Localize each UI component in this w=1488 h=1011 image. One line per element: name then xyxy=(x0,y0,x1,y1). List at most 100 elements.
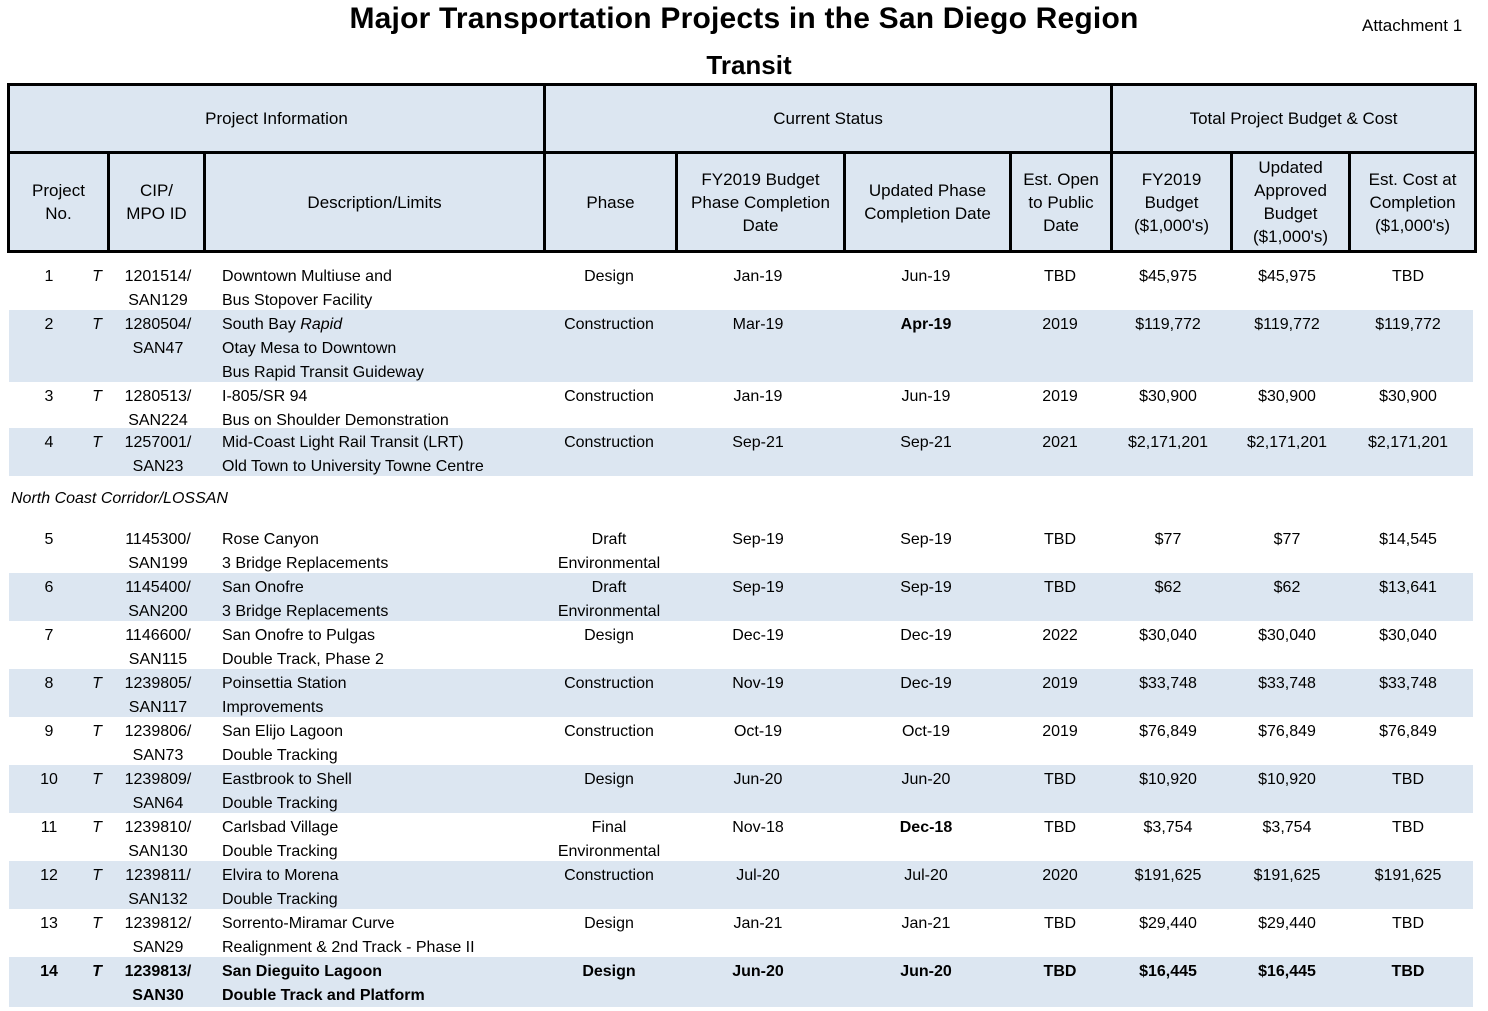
column-header-line: CIP/ xyxy=(139,181,174,200)
column-header-description-limits: Description/Limits xyxy=(204,151,546,253)
description-text: Improvements xyxy=(222,699,324,716)
description-line: Mid-Coast Light Rail Transit (LRT) xyxy=(222,431,542,455)
project-number: 5 xyxy=(44,531,54,548)
description-text: Old Town to University Towne Centre xyxy=(222,458,484,475)
updated-completion-date: Jun-19 xyxy=(901,388,951,405)
fy2019-budget: $76,849 xyxy=(1139,723,1197,740)
column-header-line: ($1,000's) xyxy=(1253,227,1329,246)
table-row: 14 T 1239813/SAN30 San Dieguito Lagoon Doubl… xyxy=(9,957,1473,1007)
updated-approved-budget: $191,625 xyxy=(1253,867,1321,884)
description-line: San Dieguito Lagoon xyxy=(222,960,542,984)
description-text: Otay Mesa to Downtown xyxy=(222,340,397,357)
cip-line: SAN132 xyxy=(128,891,188,908)
fy2019-budget: $30,900 xyxy=(1139,388,1197,405)
description-line: Double Tracking xyxy=(222,792,542,816)
fy2019-completion-date: Dec-19 xyxy=(732,627,784,644)
column-header-est-cost-at-completion: Est. Cost at Completion ($1,000's) xyxy=(1348,151,1478,253)
column-header-project-no: Project No. xyxy=(7,151,110,253)
description-line: Carlsbad Village xyxy=(222,816,542,840)
table-row: 12 T 1239811/SAN132 Elvira to Morena Double … xyxy=(9,861,1473,909)
transit-flag: T xyxy=(92,434,102,451)
transit-flag: T xyxy=(92,675,102,692)
cip-line: 1280504/ xyxy=(124,316,192,333)
fy2019-budget: $3,754 xyxy=(1143,819,1193,836)
description-line: Sorrento-Miramar Curve xyxy=(222,912,542,936)
est-cost-at-completion: $76,849 xyxy=(1379,723,1437,740)
page-title: Major Transportation Projects in the San… xyxy=(349,2,1139,35)
updated-approved-budget: $30,900 xyxy=(1258,388,1316,405)
column-header-line: Project xyxy=(32,181,85,200)
project-number: 4 xyxy=(44,434,54,451)
description-line: 3 Bridge Replacements xyxy=(222,600,542,624)
description-line: Old Town to University Towne Centre xyxy=(222,455,542,479)
project-number: 8 xyxy=(44,675,54,692)
description-text: Elvira to Morena xyxy=(222,867,339,884)
description-line: I-805/SR 94 xyxy=(222,385,542,409)
transit-flag: T xyxy=(92,915,102,932)
fy2019-budget: $77 xyxy=(1154,531,1182,548)
description-limits: I-805/SR 94 Bus on Shoulder Demonstration xyxy=(222,385,542,433)
description-text: Mid-Coast Light Rail Transit (LRT) xyxy=(222,434,464,451)
table-row: 4 T 1257001/SAN23 Mid-Coast Light Rail Tran… xyxy=(9,428,1473,476)
section-label: North Coast Corridor/LOSSAN xyxy=(11,490,228,507)
updated-completion-date: Jun-20 xyxy=(900,963,952,980)
fy2019-budget: $29,440 xyxy=(1139,915,1197,932)
cip-line: SAN30 xyxy=(132,987,184,1004)
fy2019-completion-date: Jan-19 xyxy=(733,388,783,405)
project-number: 13 xyxy=(40,915,58,932)
project-number: 9 xyxy=(44,723,54,740)
table-row: 13 T 1239812/SAN29 Sorrento-Miramar Curve Re… xyxy=(9,909,1473,957)
phase: Construction xyxy=(544,385,674,409)
description-text: Bus Rapid Transit Guideway xyxy=(222,364,424,381)
phase-line: Construction xyxy=(564,723,654,740)
description-text: San Onofre to Pulgas xyxy=(222,627,375,644)
table-row: 6 1145400/SAN200 San Onofre 3 Bridge Replac… xyxy=(9,573,1473,621)
column-header-line: No. xyxy=(45,204,72,223)
phase: Construction xyxy=(544,313,674,337)
description-line: Improvements xyxy=(222,696,542,720)
cip-line: 1257001/ xyxy=(124,434,192,451)
table-row: 3 T 1280513/SAN224 I-805/SR 94 Bus on Should… xyxy=(9,382,1473,429)
group-header-budget-cost: Total Project Budget & Cost xyxy=(1110,83,1478,154)
fy2019-completion-date: Mar-19 xyxy=(732,316,784,333)
cip-line: SAN129 xyxy=(128,292,188,309)
est-cost-at-completion: $30,040 xyxy=(1379,627,1437,644)
description-text: Carlsbad Village xyxy=(222,819,339,836)
fy2019-budget: $191,625 xyxy=(1134,867,1202,884)
description-line: Double Track and Platform xyxy=(222,984,542,1008)
est-cost-at-completion: TBD xyxy=(1392,268,1424,285)
updated-completion-date: Jun-20 xyxy=(901,771,951,788)
description-text: San Elijo Lagoon xyxy=(222,723,343,740)
est-cost-at-completion: $30,900 xyxy=(1379,388,1437,405)
description-limits: San Elijo Lagoon Double Tracking xyxy=(222,720,542,768)
phase-line: Construction xyxy=(564,434,654,451)
updated-completion-date: Jul-20 xyxy=(904,867,948,884)
phase-line: Construction xyxy=(564,867,654,884)
description-text: San Onofre xyxy=(222,579,304,596)
cip-line: 1145300/ xyxy=(125,531,191,548)
phase-line: Final xyxy=(591,819,627,836)
column-header-fy2019-completion-date: FY2019 Budget Phase Completion Date xyxy=(675,151,846,253)
updated-completion-date: Oct-19 xyxy=(901,723,950,740)
est-open-date: TBD xyxy=(1044,915,1076,932)
cip-line: 1201514/ xyxy=(124,268,192,285)
cip-line: SAN64 xyxy=(132,795,184,812)
table-row: 11 T 1239810/SAN130 Carlsbad Village Double … xyxy=(9,813,1473,861)
cip-line: 1239806/ xyxy=(124,723,192,740)
description-line: Poinsettia Station xyxy=(222,672,542,696)
fy2019-completion-date: Nov-18 xyxy=(732,819,784,836)
updated-completion-date: Jun-19 xyxy=(901,268,951,285)
fy2019-completion-date: Sep-21 xyxy=(732,434,784,451)
description-text: South Bay xyxy=(222,316,301,333)
cip-mpo-id: 1280504/SAN47 xyxy=(115,313,201,361)
fy2019-budget: $16,445 xyxy=(1139,963,1197,980)
updated-approved-budget: $16,445 xyxy=(1258,963,1316,980)
est-cost-at-completion: $191,625 xyxy=(1374,867,1442,884)
page-subtitle: Transit xyxy=(706,50,792,80)
table-row: 10 T 1239809/SAN64 Eastbrook to Shell Double… xyxy=(9,765,1473,813)
phase-line: Design xyxy=(584,268,634,285)
description-limits: San Dieguito Lagoon Double Track and Plat… xyxy=(222,960,542,1008)
phase-line: Construction xyxy=(564,388,654,405)
description-limits: San Onofre to Pulgas Double Track, Phase … xyxy=(222,624,542,672)
est-open-date: 2019 xyxy=(1042,675,1078,692)
